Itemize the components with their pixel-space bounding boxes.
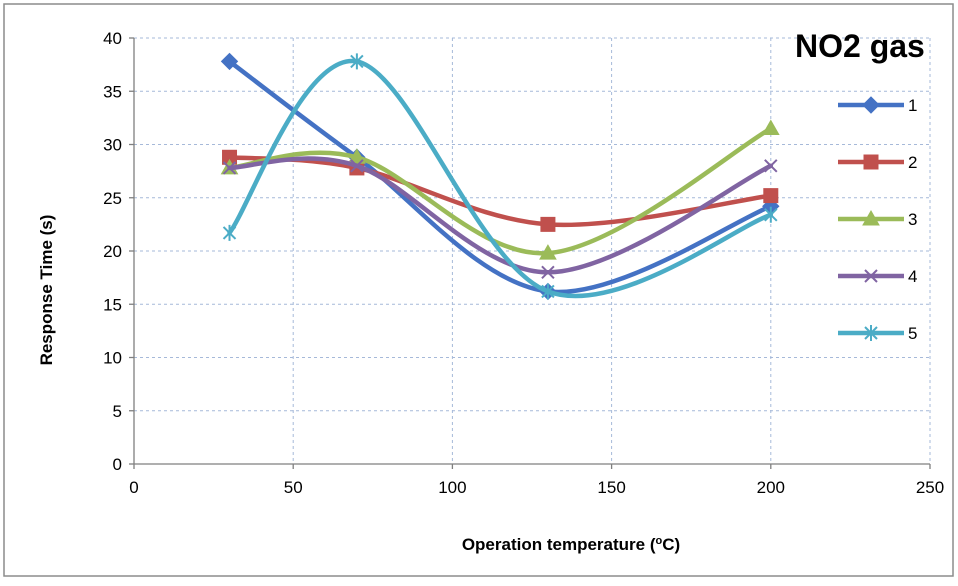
x-tick-label: 100 <box>438 478 466 497</box>
y-tick-label: 0 <box>113 455 122 474</box>
chart-border <box>4 4 953 576</box>
x-axis-title: Operation temperature (oC) <box>462 535 680 554</box>
legend-label-5: 5 <box>908 324 917 343</box>
y-tick-label: 40 <box>103 29 122 48</box>
y-tick-label: 30 <box>103 136 122 155</box>
x-tick-label: 0 <box>129 478 138 497</box>
legend-marker-2 <box>864 155 878 169</box>
x-tick-label: 250 <box>916 478 944 497</box>
data-point-2-3 <box>764 189 778 203</box>
x-axis-title-end: C) <box>662 535 680 554</box>
y-tick-label: 25 <box>103 189 122 208</box>
y-tick-label: 15 <box>103 295 122 314</box>
y-tick-label: 35 <box>103 82 122 101</box>
y-tick-label: 5 <box>113 402 122 421</box>
legend-label-4: 4 <box>908 267 917 286</box>
x-tick-label: 50 <box>284 478 303 497</box>
legend-label-1: 1 <box>908 96 917 115</box>
legend-label-2: 2 <box>908 153 917 172</box>
data-point-2-2 <box>541 217 555 231</box>
x-tick-label: 200 <box>757 478 785 497</box>
y-axis-title: Response Time (s) <box>37 215 56 366</box>
y-tick-label: 20 <box>103 242 122 261</box>
y-tick-label: 10 <box>103 349 122 368</box>
legend-label-3: 3 <box>908 210 917 229</box>
x-axis-title-main: Operation temperature ( <box>462 535 656 554</box>
chart-title: NO2 gas <box>795 28 925 64</box>
x-tick-label: 150 <box>597 478 625 497</box>
